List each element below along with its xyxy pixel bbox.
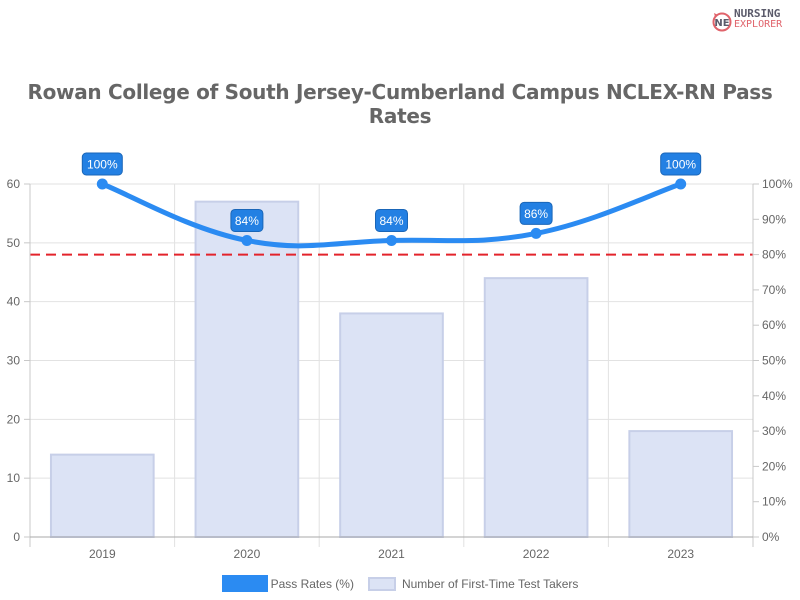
- bar-2020[interactable]: [194, 200, 300, 538]
- x-axis-tick: 2021: [378, 547, 405, 561]
- x-axis-tick: 2019: [89, 547, 116, 561]
- left-axis-tick: 50: [7, 236, 21, 250]
- svg-text:84%: 84%: [379, 214, 403, 228]
- line-point-2023[interactable]: [675, 178, 687, 190]
- bar-2021[interactable]: [339, 312, 444, 538]
- chart-title: Rowan College of South Jersey-Cumberland…: [27, 80, 773, 128]
- line-point-2020[interactable]: [241, 234, 253, 246]
- right-axis-tick: 90%: [762, 212, 786, 226]
- legend-swatch-line: [221, 575, 268, 592]
- data-label: 100%: [81, 152, 123, 176]
- right-axis-tick: 30%: [762, 424, 786, 438]
- line-point-2019[interactable]: [96, 178, 108, 190]
- left-axis-tick: 40: [7, 295, 21, 309]
- right-axis-tick: 40%: [762, 389, 786, 403]
- right-axis-tick: 10%: [762, 495, 786, 509]
- data-labels: 100% 84% 84% 86% 100%: [81, 152, 702, 232]
- axes: 0 10 20 30 40 50 60 0% 10% 20% 30% 40% 50% 60% 70% 80% 9…: [7, 177, 793, 561]
- logo-line1: NURSING: [734, 7, 781, 20]
- bar-2019[interactable]: [49, 453, 155, 538]
- legend-item-pass-rates[interactable]: Pass Rates (%): [221, 575, 354, 592]
- left-axis-tick: 0: [13, 530, 20, 544]
- line-point-2022[interactable]: [530, 227, 542, 239]
- left-axis-tick: 20: [7, 412, 21, 426]
- svg-text:100%: 100%: [87, 158, 118, 172]
- bar-series: [49, 200, 734, 539]
- nursing-explorer-logo: NE NURSING EXPLORER: [709, 8, 794, 34]
- bar-2023[interactable]: [628, 430, 734, 539]
- x-axis-tick: 2023: [667, 547, 694, 561]
- line-point-2021[interactable]: [386, 234, 397, 246]
- legend: Pass Rates (%) Number of First-Time Test…: [0, 575, 800, 592]
- bar-2022[interactable]: [483, 277, 589, 538]
- left-axis-tick: 60: [7, 177, 21, 191]
- left-axis-tick: 30: [7, 354, 21, 368]
- legend-item-test-takers[interactable]: Number of First-Time Test Takers: [362, 576, 579, 591]
- svg-text:100%: 100%: [665, 158, 696, 172]
- logo-icon: NE: [712, 12, 732, 32]
- right-axis-tick: 100%: [762, 177, 793, 191]
- right-axis-tick: 70%: [762, 283, 786, 297]
- logo-line2: EXPLORER: [734, 19, 783, 30]
- data-label: 86%: [519, 201, 553, 225]
- svg-text:86%: 86%: [524, 207, 548, 221]
- right-axis-tick: 80%: [762, 248, 786, 262]
- right-axis-tick: 20%: [762, 459, 786, 473]
- right-axis-tick: 0%: [762, 530, 780, 544]
- right-axis-tick: 60%: [762, 318, 786, 332]
- left-axis-tick: 10: [7, 471, 21, 485]
- data-label: 84%: [230, 208, 264, 232]
- line-series: [96, 178, 687, 249]
- data-label: 84%: [375, 208, 408, 232]
- svg-text:84%: 84%: [235, 214, 259, 228]
- x-axis-tick: 2022: [523, 547, 550, 561]
- legend-swatch-bar: [367, 576, 396, 591]
- right-axis-tick: 50%: [762, 354, 786, 368]
- data-label: 100%: [660, 152, 702, 176]
- legend-label: Pass Rates (%): [270, 576, 354, 591]
- x-axis-tick: 2020: [234, 547, 261, 561]
- legend-label: Number of First-Time Test Takers: [401, 576, 579, 591]
- svg-text:NE: NE: [714, 18, 729, 29]
